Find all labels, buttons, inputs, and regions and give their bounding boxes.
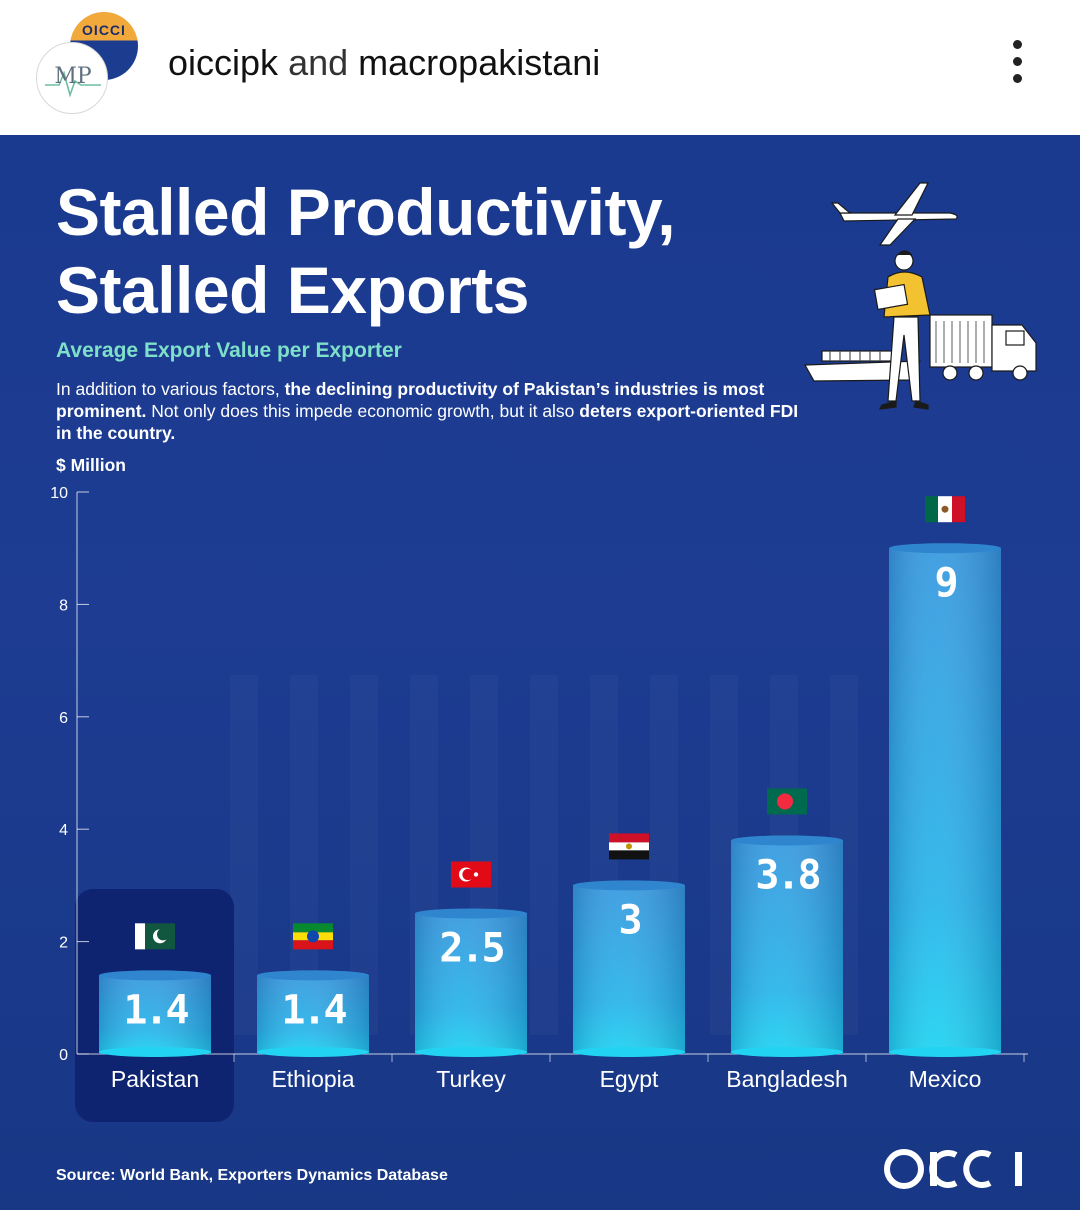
bar-shading	[257, 975, 369, 1054]
flag-pakistan-icon	[135, 923, 175, 950]
x-category-label: Ethiopia	[271, 1066, 354, 1092]
bar-value-label: 9	[934, 560, 956, 606]
chart-description: In addition to various factors, the decl…	[56, 378, 816, 444]
description-bold-1: the declining productivity of Pakistan’s…	[56, 379, 765, 421]
flag-ethiopia-icon	[293, 923, 333, 950]
avatar-front-text: MP	[54, 64, 92, 89]
flag-mexico-icon	[925, 496, 965, 523]
x-category-label: Mexico	[909, 1066, 982, 1092]
bar-value-label: 3.8	[755, 852, 819, 898]
bar-shading	[889, 548, 1001, 1054]
bar-value-label: 1.4	[281, 987, 346, 1033]
bar-top-cap	[415, 908, 527, 919]
logistics-illustration-icon	[803, 182, 1037, 410]
chart-title: Stalled Productivity, Stalled Exports	[56, 173, 676, 329]
airplane-icon	[830, 182, 958, 246]
flag-egypt-icon	[609, 833, 649, 860]
y-tick-label: 8	[59, 597, 68, 614]
person-icon	[873, 250, 931, 410]
truck-icon	[929, 314, 1037, 381]
account-names: oiccipk and macropakistani	[168, 42, 600, 84]
bar-top-cap	[731, 835, 843, 846]
bar-shading	[731, 840, 843, 1054]
bar-top-cap	[889, 543, 1001, 554]
description-bold-2: deters export-oriented FDI in the countr…	[56, 401, 799, 443]
bar-bangladesh	[731, 835, 843, 1057]
y-tick-label: 2	[59, 935, 68, 952]
bar-bottom-cap	[415, 1047, 527, 1057]
bar-ethiopia	[257, 970, 369, 1057]
avatar-back-text: OICCI	[82, 22, 126, 38]
oicci-logo-icon	[884, 1149, 1022, 1189]
bar-pakistan	[99, 970, 211, 1057]
account-name-2[interactable]: macropakistani	[358, 42, 601, 83]
title-line-1: Stalled Productivity,	[56, 175, 676, 249]
bar-shading	[99, 975, 211, 1054]
y-tick-label: 10	[50, 485, 68, 502]
bar-shading	[573, 885, 685, 1054]
flag-bangladesh-icon	[767, 788, 807, 815]
chart-subtitle: Average Export Value per Exporter	[56, 339, 402, 362]
bar-mexico	[889, 543, 1001, 1057]
title-line-2: Stalled Exports	[56, 253, 529, 327]
description-part-2: Not only does this impede economic growt…	[146, 401, 580, 421]
description-part-1: In addition to various factors,	[56, 379, 285, 399]
bar-top-cap	[573, 880, 685, 891]
bar-top-cap	[257, 970, 369, 981]
bar-bottom-cap	[99, 1047, 211, 1057]
y-tick-label: 6	[59, 710, 68, 727]
bar-bottom-cap	[573, 1047, 685, 1057]
bar-bottom-cap	[731, 1047, 843, 1057]
bar-value-label: 1.4	[123, 987, 188, 1033]
y-tick-label: 4	[59, 822, 68, 839]
x-category-label: Bangladesh	[726, 1066, 848, 1092]
x-category-label: Turkey	[436, 1066, 506, 1092]
x-category-label: Egypt	[600, 1066, 659, 1092]
account-name-1[interactable]: oiccipk	[168, 42, 279, 83]
bar-value-label: 3	[618, 897, 640, 943]
more-options-icon[interactable]	[1000, 38, 1036, 90]
x-category-label: Pakistan	[111, 1066, 199, 1092]
bar-bottom-cap	[257, 1047, 369, 1057]
bar-value-label: 2.5	[439, 926, 503, 972]
account-joiner: and	[288, 42, 349, 83]
flag-turkey-icon	[451, 861, 491, 888]
y-axis-unit-label: $ Million	[56, 455, 126, 475]
bar-top-cap	[99, 970, 211, 981]
post-header: OICCI MP oiccipk and macropakistani	[0, 0, 1080, 135]
y-tick-label: 0	[59, 1047, 68, 1064]
bar-shading	[415, 913, 527, 1054]
bar-egypt	[573, 880, 685, 1057]
source-note: Source: World Bank, Exporters Dynamics D…	[56, 1167, 448, 1184]
heartbeat-logo-icon: MP	[45, 64, 101, 98]
bar-bottom-cap	[889, 1047, 1001, 1057]
bar-turkey	[415, 908, 527, 1057]
macropakistani-avatar[interactable]: MP	[36, 42, 108, 114]
